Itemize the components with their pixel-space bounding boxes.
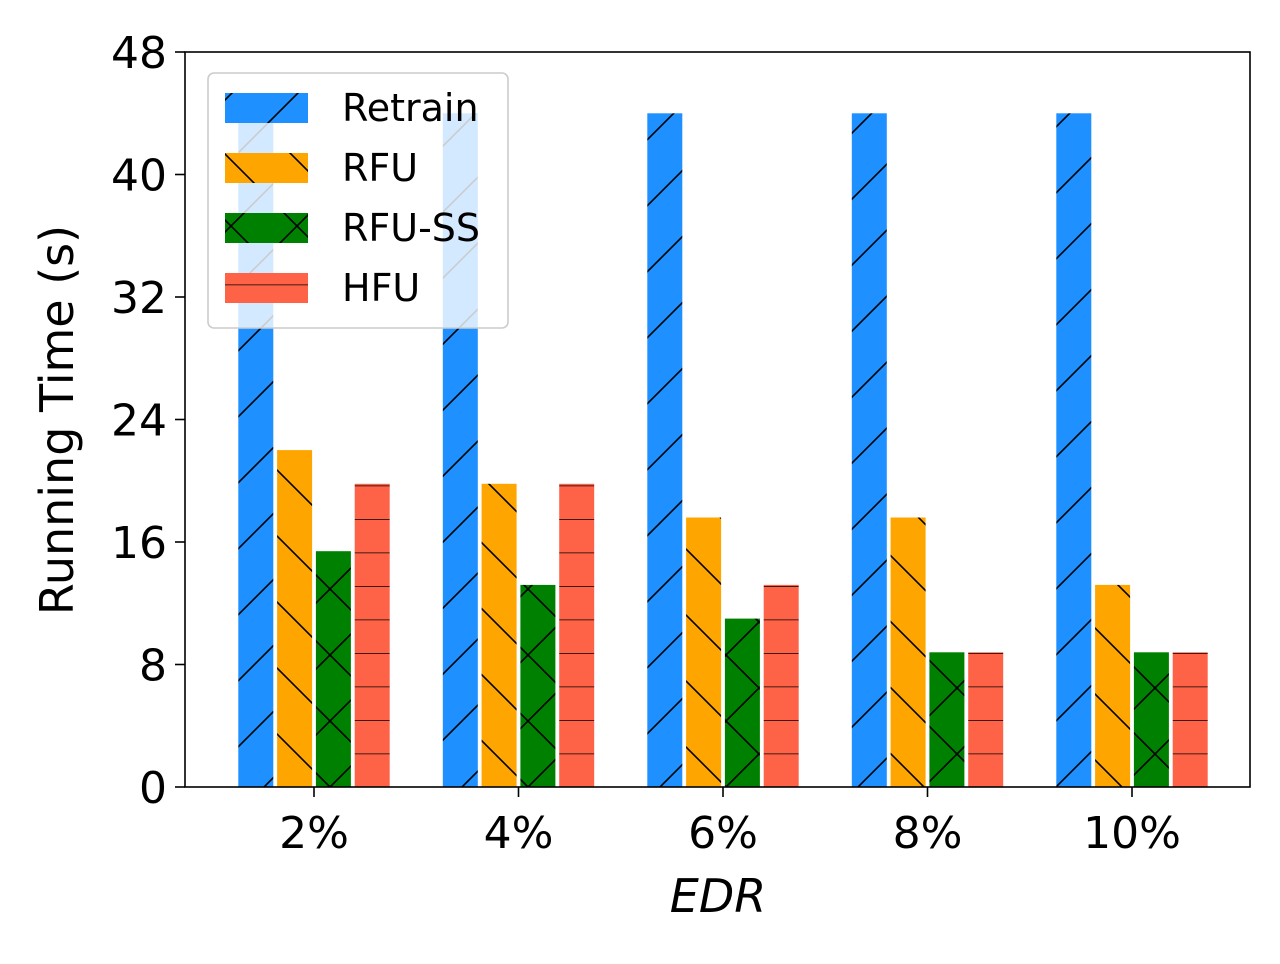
bar-retrain-2	[647, 113, 683, 788]
y-axis-label: Running Time (s)	[30, 225, 84, 615]
x-tick-label: 8%	[893, 808, 963, 859]
bar-rfu-2	[686, 517, 722, 787]
legend-swatch-hfu	[225, 273, 308, 303]
x-axis: 2% 4% 6% 8% 10%	[279, 787, 1181, 859]
bar-rfu-4	[1095, 584, 1131, 787]
legend-swatch-retrain	[225, 93, 308, 123]
bars-layer	[238, 113, 1208, 788]
legend-swatch-rfu-ss	[225, 213, 308, 243]
legend-label-rfu: RFU	[342, 146, 418, 190]
bar-rfu-ss-1	[520, 584, 556, 787]
bar-rfu-ss-4	[1133, 652, 1169, 788]
bar-rfu-ss-0	[315, 551, 351, 787]
legend-label-hfu: HFU	[342, 266, 420, 310]
legend-box	[207, 72, 509, 329]
bar-hfu-3	[968, 652, 1004, 788]
x-tick-label: 10%	[1083, 808, 1181, 859]
y-tick-label: 40	[111, 151, 167, 202]
bar-rfu-3	[890, 517, 926, 787]
bar-hfu-4	[1172, 652, 1208, 788]
bar-rfu-ss-3	[929, 652, 965, 788]
y-tick-label: 48	[111, 28, 167, 79]
bar-hfu-2	[763, 584, 799, 787]
x-tick-label: 4%	[484, 808, 554, 859]
bar-rfu-0	[277, 450, 313, 787]
bar-rfu-ss-2	[724, 618, 760, 787]
bar-hfu-0	[354, 483, 390, 787]
y-tick-label: 0	[139, 763, 167, 814]
y-tick-label: 16	[111, 518, 167, 569]
legend: Retrain RFU RFU-SS HFU	[207, 72, 509, 329]
x-tick-label: 6%	[688, 808, 758, 859]
bar-retrain-3	[851, 113, 887, 788]
legend-label-retrain: Retrain	[342, 86, 479, 130]
y-tick-label: 24	[111, 396, 167, 447]
y-tick-label: 8	[139, 641, 167, 692]
x-tick-label: 2%	[279, 808, 349, 859]
x-axis-label: EDR	[670, 869, 766, 923]
legend-label-rfu-ss: RFU-SS	[342, 206, 480, 250]
y-axis: 0 8 16 24 32 40 48	[111, 28, 185, 814]
y-tick-label: 32	[111, 273, 167, 324]
bar-hfu-1	[559, 483, 595, 787]
legend-swatch-rfu	[225, 153, 308, 183]
bar-retrain-4	[1056, 113, 1092, 788]
bar-rfu-1	[481, 483, 517, 787]
